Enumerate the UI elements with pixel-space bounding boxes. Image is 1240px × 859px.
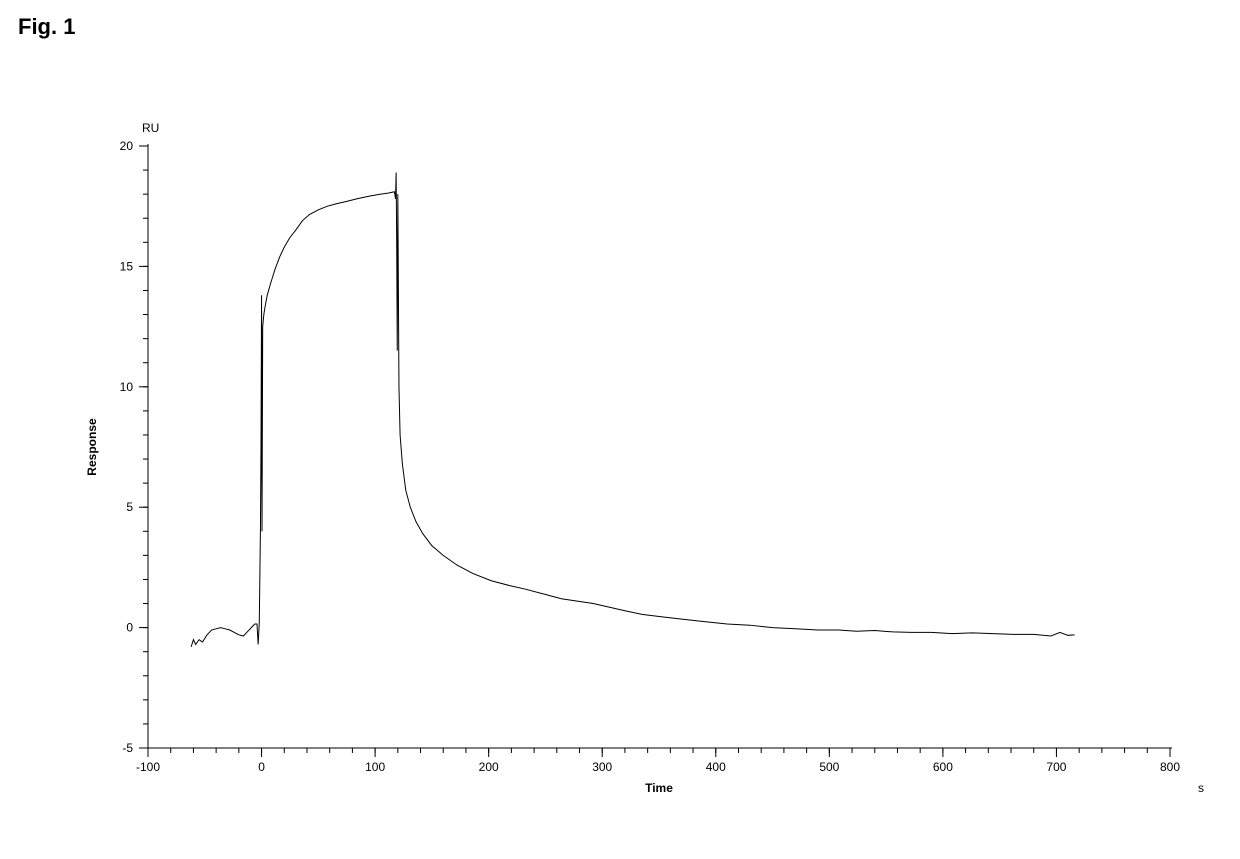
- y-tick-label: 5: [126, 500, 133, 514]
- chart-svg: -100 0 100 200 300 400 500 600 700 800 -5 0 5 10 15 20 T…: [60, 100, 1210, 820]
- chart-container: -100 0 100 200 300 400 500 600 700 800 -5 0 5 10 15 20 T…: [60, 100, 1210, 820]
- x-tick-label: 500: [819, 760, 839, 774]
- figure-title: Fig. 1: [18, 14, 75, 40]
- series-sensorgram: [191, 172, 1074, 646]
- y-tick-label: 10: [120, 380, 134, 394]
- x-tick-label: 400: [706, 760, 726, 774]
- x-tick-label: 700: [1046, 760, 1066, 774]
- y-tick-label: -5: [122, 741, 133, 755]
- x-axis-label: Time: [645, 781, 673, 795]
- y-tick-label: 15: [120, 259, 134, 273]
- y-tick-label: 0: [126, 621, 133, 635]
- y-unit-label: RU: [142, 121, 159, 135]
- x-tick-label: -100: [136, 760, 160, 774]
- x-tick-label: 100: [365, 760, 385, 774]
- x-tick-label: 600: [933, 760, 953, 774]
- y-axis-label: Response: [85, 418, 99, 476]
- x-unit-label: s: [1198, 781, 1204, 795]
- x-tick-label: 200: [479, 760, 499, 774]
- y-tick-label: 20: [120, 139, 134, 153]
- x-tick-label: 300: [592, 760, 612, 774]
- x-tick-label: 0: [258, 760, 265, 774]
- x-tick-label: 800: [1160, 760, 1180, 774]
